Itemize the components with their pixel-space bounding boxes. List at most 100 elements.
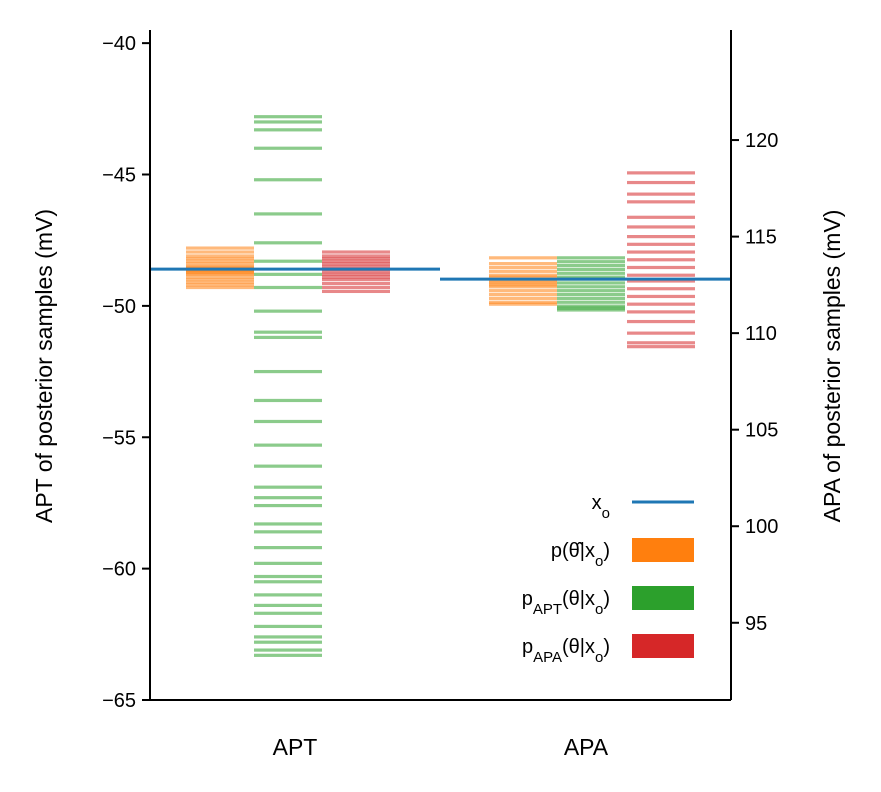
apa-sample-2-16 (627, 310, 695, 314)
apt-sample-1-28 (254, 603, 322, 608)
apa-sample-1-11 (557, 296, 625, 300)
apa-sample-0-4 (489, 273, 557, 277)
apa-sample-1-12 (557, 300, 625, 304)
legend: xop(θ̂|xo)pAPT(θ|xo)pAPA(θ|xo) (522, 492, 694, 666)
apt-sample-0-4 (186, 259, 254, 263)
apt-sample-1-8 (254, 272, 322, 276)
apa-sample-2-1 (627, 180, 695, 185)
legend-label-part: o (595, 649, 603, 666)
apa-sample-1-10 (557, 292, 625, 297)
legend-label-part: o (602, 505, 610, 522)
apa-sample-2-18 (627, 331, 695, 335)
apt-sample-1-1 (254, 120, 322, 124)
apt-sample-1-0 (254, 115, 322, 119)
legend-label-observed: xo (592, 492, 610, 522)
apa-sample-1-0 (557, 256, 625, 260)
apt-sample-1-7 (254, 259, 322, 263)
apt-sample-2-13 (322, 289, 390, 294)
apa-sample-2-14 (627, 294, 695, 299)
right-tick-label: 110 (745, 323, 777, 345)
apa-sample-2-8 (627, 250, 695, 254)
apt-sample-2-0 (322, 250, 390, 254)
apa-sample-0-14 (489, 300, 557, 304)
apa-sample-2-5 (627, 225, 695, 229)
apa-sample-0-10 (489, 285, 557, 289)
legend-label-part: ) (603, 540, 610, 562)
apa-sample-0-5 (489, 275, 557, 279)
apt-sample-2-10 (322, 278, 390, 282)
apt-sample-1-24 (254, 561, 322, 565)
apt-sample-2-7 (322, 270, 390, 274)
apa-sample-2-12 (627, 279, 695, 283)
apa-sample-2-10 (627, 265, 695, 270)
apt-samples-group (186, 115, 390, 657)
apa-sample-2-4 (627, 215, 695, 219)
apa-sample-1-5 (557, 275, 625, 279)
axis-labels: APT APA APT of posterior samples (mV) APA o… (31, 209, 845, 760)
apt-sample-1-31 (254, 635, 322, 639)
apt-sample-0-13 (186, 275, 254, 279)
apa-sample-0-12 (489, 292, 557, 297)
legend-label-part: x (592, 492, 602, 514)
legend-label-part: o (595, 601, 603, 618)
apa-sample-2-11 (627, 273, 695, 277)
apa-sample-0-15 (489, 302, 557, 306)
apt-sample-2-11 (322, 281, 390, 286)
apa-sample-2-9 (627, 258, 695, 262)
apa-sample-1-9 (557, 289, 625, 293)
legend-label-part: p (522, 636, 533, 658)
legend-label-part: (θ|x (562, 588, 595, 610)
apt-sample-1-10 (254, 309, 322, 313)
left-axis-label: APT of posterior samples (mV) (31, 209, 57, 523)
apt-sample-1-3 (254, 146, 322, 150)
apt-sample-0-12 (186, 272, 254, 276)
apt-sample-2-4 (322, 262, 390, 266)
apt-sample-0-16 (186, 283, 254, 287)
apa-sample-1-8 (557, 285, 625, 289)
legend-label-series-2: pAPA(θ|xo) (522, 636, 610, 666)
apt-sample-2-12 (322, 285, 390, 290)
apt-sample-1-11 (254, 330, 322, 334)
apt-sample-1-9 (254, 285, 322, 290)
apa-sample-2-0 (627, 171, 695, 175)
apt-sample-1-32 (254, 640, 322, 644)
apt-sample-2-8 (322, 272, 390, 276)
apa-sample-1-3 (557, 267, 625, 272)
apa-sample-2-2 (627, 192, 695, 196)
apa-sample-0-13 (489, 296, 557, 300)
legend-label-series-0: p(θ̂|xo) (551, 540, 610, 570)
apt-sample-0-1 (186, 250, 254, 254)
apt-sample-1-18 (254, 485, 322, 489)
apa-sample-2-7 (627, 242, 695, 246)
axes: −40 −45 −50 −55 −60 −65 95 100 105 110 115 120 (102, 30, 778, 712)
right-tick-label: 105 (745, 420, 778, 442)
apa-sample-0-1 (489, 262, 557, 266)
apa-sample-2-6 (627, 235, 695, 239)
left-tick-label: −50 (102, 296, 136, 318)
apt-sample-1-29 (254, 611, 322, 615)
legend-swatch-series-1 (632, 586, 694, 610)
apt-sample-0-5 (186, 262, 254, 266)
apa-sample-2-17 (627, 319, 695, 324)
apa-sample-1-13 (557, 304, 625, 308)
left-tick-label: −45 (102, 165, 136, 187)
apa-sample-2-13 (627, 287, 695, 291)
apa-sample-2-19 (627, 341, 695, 345)
apa-sample-0-7 (489, 279, 557, 283)
legend-label-part: ) (603, 636, 610, 658)
apt-sample-1-27 (254, 593, 322, 597)
apt-sample-1-23 (254, 546, 322, 550)
legend-label-part: APT (533, 601, 562, 618)
left-tick-label: −55 (102, 427, 136, 449)
apt-sample-1-33 (254, 648, 322, 652)
apa-samples-group (489, 171, 695, 349)
apt-sample-1-15 (254, 419, 322, 424)
apa-sample-1-7 (557, 281, 625, 285)
apt-sample-1-25 (254, 574, 322, 579)
legend-label-series-1: pAPT(θ|xo) (522, 588, 610, 618)
apt-sample-1-21 (254, 522, 322, 526)
legend-label-part: p( (551, 540, 569, 562)
apa-sample-0-3 (489, 269, 557, 273)
apa-sample-0-9 (489, 283, 557, 287)
